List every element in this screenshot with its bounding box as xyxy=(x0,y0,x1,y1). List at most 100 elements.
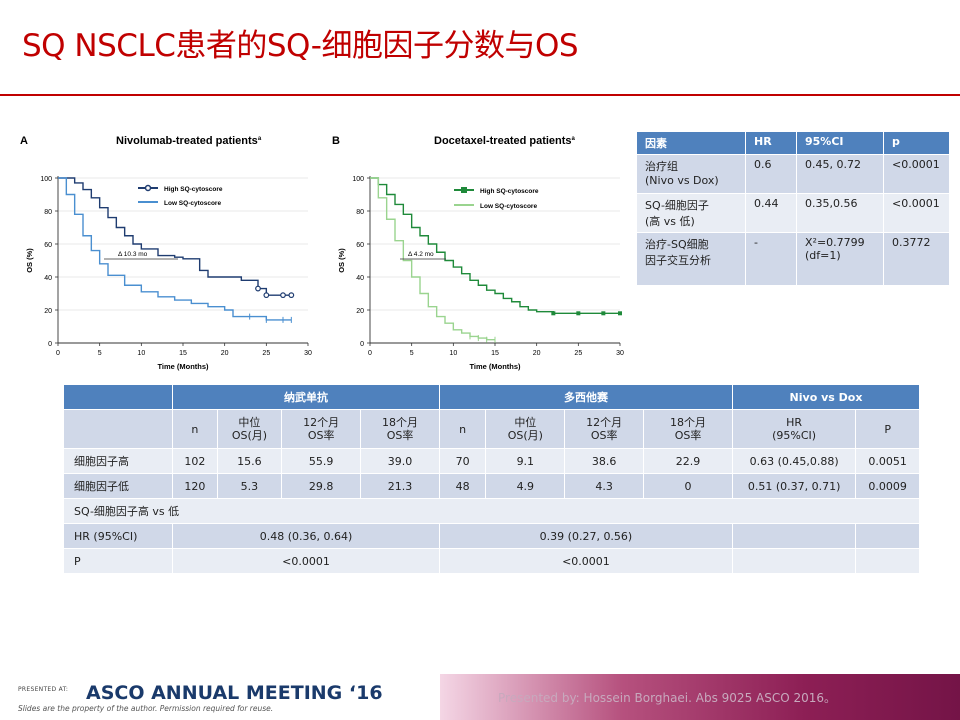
table-cell: 0.44 xyxy=(745,193,797,233)
y-tick-label: 80 xyxy=(44,209,52,216)
table-cell: 120 xyxy=(172,473,218,499)
sub-header: 18个月 OS率 xyxy=(360,409,440,449)
censor-mark xyxy=(601,311,606,316)
row-label: P xyxy=(62,548,174,574)
table-cell: 102 xyxy=(172,448,218,474)
table-row: HR (95%CI) 0.48 (0.36, 0.64) 0.39 (0.27,… xyxy=(62,523,920,549)
table-cell: 0.0009 xyxy=(855,473,920,499)
censor-mark xyxy=(263,292,270,299)
col-header: 95%CI xyxy=(796,131,884,155)
y-tick-label: 0 xyxy=(360,341,364,348)
sub-header: 中位 OS(月) xyxy=(216,409,283,449)
y-tick-label: 0 xyxy=(48,341,52,348)
table-cell: 38.6 xyxy=(564,448,645,474)
panel-letter: B xyxy=(332,135,340,147)
y-tick-label: 100 xyxy=(352,176,364,183)
censor-mark xyxy=(618,311,622,316)
table-cell: 55.9 xyxy=(281,448,362,474)
table-row: 细胞因子高 102 15.6 55.9 39.0 70 9.1 38.6 22.… xyxy=(62,448,920,474)
os-summary-table: 纳武单抗 多西他赛 Nivo vs Dox n 中位 OS(月) 12个月 OS… xyxy=(62,384,921,574)
table-cell: 0.0051 xyxy=(855,448,920,474)
axes: 100 80 60 40 20 00 5 10 15 20 25 30 Time (Months) OS … xyxy=(337,176,624,371)
copyright-note: Slides are the property of the author. P… xyxy=(18,704,274,713)
legend-high-marker xyxy=(144,184,152,192)
km-chart-nivolumab: A Nivolumab-treated patientsa 1008060402… xyxy=(20,135,312,371)
x-tick-label: 25 xyxy=(574,350,582,357)
footer-band xyxy=(440,674,960,720)
legend: High SQ-cytoscore Low SQ-cytoscore xyxy=(138,184,223,207)
table-cell xyxy=(855,548,920,574)
legend-high-label: High SQ-cytoscore xyxy=(164,186,223,193)
chart-title: Docetaxel-treated patientsa xyxy=(434,135,576,147)
x-tick-label: 10 xyxy=(449,350,457,357)
table-cell: 0.51 (0.37, 0.71) xyxy=(731,473,857,499)
table-row: P <0.0001 <0.0001 xyxy=(62,548,920,574)
row-label: 细胞因子高 xyxy=(62,448,174,474)
sub-header: 中位 OS(月) xyxy=(485,409,566,449)
table-cell: - xyxy=(745,232,797,286)
x-tick-label: 20 xyxy=(221,350,229,357)
x-tick-label: 0 xyxy=(368,350,372,357)
table-cell: SQ-细胞因子 (高 vs 低) xyxy=(636,193,746,233)
curve-high xyxy=(370,177,620,314)
chart-title: Nivolumab-treated patientsa xyxy=(116,135,262,147)
censor-mark xyxy=(576,311,581,316)
table-cell: X²=0.7799 (df=1) xyxy=(796,232,884,286)
table-row: 细胞因子低 120 5.3 29.8 21.3 48 4.9 4.3 0 0.5… xyxy=(62,473,920,499)
table-cell: 39.0 xyxy=(360,448,440,474)
footer: PRESENTED AT: ASCO ANNUAL MEETING ‘16 Sl… xyxy=(0,674,960,720)
delta-annotation: Δ 4.2 mo xyxy=(400,251,446,260)
table-cell: <0.0001 xyxy=(883,154,950,194)
table-cell: 0.39 (0.27, 0.56) xyxy=(438,523,733,549)
x-tick-label: 30 xyxy=(616,350,624,357)
table-row: 治疗组 (Nivo vs Dox) 0.6 0.45, 0.72 <0.0001 xyxy=(636,154,950,194)
sub-header: 12个月 OS率 xyxy=(564,409,645,449)
x-axis-label: Time (Months) xyxy=(469,362,521,371)
table-cell: 0.6 xyxy=(745,154,797,194)
axes: 100 80 60 40 20 00 5 10 15 20 25 30 Time (Months) OS … xyxy=(25,176,312,371)
x-tick-label: 5 xyxy=(98,350,102,357)
censor-mark xyxy=(280,292,286,299)
table-header-row: 因素 HR 95%CI p xyxy=(636,131,950,155)
x-tick-label: 5 xyxy=(410,350,414,357)
y-tick-label: 60 xyxy=(44,242,52,249)
y-tick-label: 20 xyxy=(356,308,364,315)
km-plot-docetaxel: B Docetaxel-treated patientsa 100 80 60 40 2… xyxy=(330,126,635,376)
legend-high-label: High SQ-cytoscore xyxy=(480,188,539,195)
censor-mark xyxy=(288,292,295,299)
curve-low xyxy=(58,177,292,321)
table-cell: <0.0001 xyxy=(438,548,733,574)
y-tick-label: 60 xyxy=(356,242,364,249)
table-cell: <0.0001 xyxy=(883,193,950,233)
chart-title-text: Nivolumab-treated patients xyxy=(116,135,258,147)
x-tick-label: 15 xyxy=(491,350,499,357)
title-divider xyxy=(0,94,960,96)
table-cell: 0.3772 xyxy=(883,232,950,286)
panel-letter: A xyxy=(20,135,28,147)
sub-header: P xyxy=(855,409,920,449)
table-cell xyxy=(62,409,174,449)
table-cell: 21.3 xyxy=(360,473,440,499)
presenter-credit: Presented by: Hossein Borghaei. Abs 9025… xyxy=(498,691,837,705)
x-axis-label: Time (Months) xyxy=(157,362,209,371)
x-tick-label: 15 xyxy=(179,350,187,357)
col-header: p xyxy=(883,131,950,155)
km-plot-nivolumab: A Nivolumab-treated patientsa 100 80 60 40 2… xyxy=(18,126,323,376)
table-cell: 29.8 xyxy=(281,473,362,499)
x-tick-label: 10 xyxy=(137,350,145,357)
table-cell: 22.9 xyxy=(643,448,733,474)
table-row: SQ-细胞因子 (高 vs 低) 0.44 0.35,0.56 <0.0001 xyxy=(636,193,950,233)
y-tick-label: 80 xyxy=(356,209,364,216)
curves xyxy=(58,177,295,323)
table-row: 治疗-SQ细胞 因子交互分析 - X²=0.7799 (df=1) 0.3772 xyxy=(636,232,950,286)
delta-annotation: Δ 10.3 mo xyxy=(104,251,178,260)
chart-title-text: Docetaxel-treated patients xyxy=(434,135,572,147)
table-cell: 4.9 xyxy=(485,473,566,499)
row-label: 细胞因子低 xyxy=(62,473,174,499)
col-header: 因素 xyxy=(636,131,746,155)
col-header: HR xyxy=(745,131,797,155)
curve-low xyxy=(370,177,495,341)
presented-at-label: PRESENTED AT: xyxy=(18,686,69,693)
table-cell: 0 xyxy=(643,473,733,499)
y-tick-label: 40 xyxy=(356,275,364,282)
